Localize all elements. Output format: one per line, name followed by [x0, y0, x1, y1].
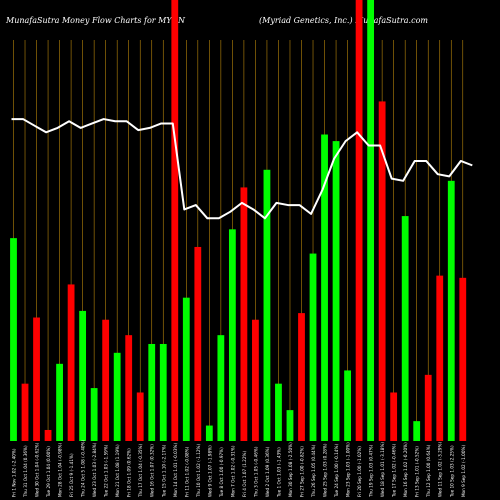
money-flow-bar	[424, 374, 432, 441]
money-flow-bar	[378, 101, 386, 442]
price-line-layer	[11, 118, 473, 220]
money-flow-bar	[67, 284, 75, 441]
x-tick-label: Wed 23 Oct 1.03 (-2.84%)	[92, 442, 97, 497]
x-tick-label: Wed 11 Sep 1.02 (-3.29%)	[438, 442, 443, 497]
x-tick-label: Tue 10 Sep 1.03 (2.25%)	[449, 445, 454, 498]
money-flow-bar	[459, 277, 467, 441]
x-tick-label: Fri 18 Oct 1.09 (0.62%)	[127, 448, 132, 497]
x-tick-label: Thu 10 Oct 1.02 (-1.12%)	[196, 443, 201, 498]
money-flow-bar	[263, 169, 271, 441]
x-tick-label: Mon 23 Sep 1.03 (-1.00%)	[346, 442, 351, 497]
x-tick-label: Wed 30 Oct 1.04 (-0.62%)	[35, 442, 40, 497]
money-flow-bar	[33, 317, 40, 441]
x-tick-label: Wed 16 Oct 1.07 (0.32%)	[150, 444, 155, 497]
x-tick-label: Fri 13 Sep 1.01 (-0.52%)	[415, 446, 420, 497]
money-flow-bar	[355, 0, 363, 441]
x-tick-label: Fri 25 Oct 9 (-1.41%)	[69, 453, 74, 497]
money-flow-bar	[321, 134, 328, 441]
money-flow-bar	[79, 310, 87, 441]
money-flow-bar	[332, 141, 340, 441]
money-flow-bar	[252, 319, 259, 441]
x-tick-label: Fri 1 Nov 1.02 (-2.40%)	[12, 448, 17, 497]
x-tick-label: Tue 29 Oct 1.04 (0.00%)	[46, 446, 51, 498]
money-flow-bar	[102, 319, 110, 441]
x-tick-label: Thu 12 Sep 1.00 (0.64%)	[426, 444, 431, 498]
money-flow-bar	[240, 187, 248, 441]
x-tick-label: Thu 31 Oct 1.04 (0.36%)	[23, 445, 28, 498]
money-flow-bar	[171, 0, 179, 441]
money-flow-bar	[344, 370, 351, 441]
x-tick-label: Fri 4 Oct 1.07 (1.22%)	[242, 451, 247, 497]
money-flow-bar	[275, 383, 282, 441]
money-flow-bar	[113, 352, 121, 441]
money-flow-bar	[125, 335, 133, 441]
x-tick-label: Thu 26 Sep 1.05 (0.44%)	[311, 444, 316, 498]
x-tick-label: Thu 3 Oct 1.05 (-0.46%)	[253, 446, 258, 498]
money-flow-bar	[159, 343, 167, 441]
x-tick-label: Tue 1 Oct 1.03 (-1.43%)	[276, 447, 281, 498]
x-tick-label: Wed 9 Oct 1.07 (-1.98%)	[207, 445, 212, 497]
x-tick-label: Mon 9 Sep 1.02 (-1.00%)	[461, 445, 466, 497]
x-tick-label: Tue 24 Sep 1.00 (-0.14%)	[334, 444, 339, 498]
money-flow-bar	[205, 425, 213, 441]
x-tick-label: Fri 20 Sep 1.00 (-1.02%)	[357, 446, 362, 497]
x-tick-label: Thu 24 Oct 5 1.08 (-0.40%)	[81, 439, 86, 498]
chart-title: MunafaSutra Money Flow Charts for MYGN	[6, 16, 185, 25]
money-flow-bar	[286, 410, 294, 441]
money-flow-bar	[228, 229, 236, 441]
money-flow-bar	[44, 429, 52, 441]
x-tick-label: Wed 18 Sep 1.01 (-3.18%)	[380, 442, 385, 497]
x-tick-label: Tue 22 Oct 1.03 (-1.59%)	[104, 444, 109, 498]
x-tick-label: Mon 14 Oct 1.01 (-0.03%)	[173, 443, 178, 497]
x-tick-label: Thu 17 Oct 1.04 (-0.35%)	[138, 443, 143, 498]
x-tick-label: Mon 16 Sep 1.02 (-0.20%)	[403, 442, 408, 497]
money-flow-bars	[10, 0, 467, 442]
money-flow-bar	[413, 421, 421, 441]
money-flow-bar	[136, 392, 144, 441]
price-line	[11, 118, 473, 220]
money-flow-bar	[217, 335, 225, 441]
money-flow-bar	[436, 275, 444, 441]
money-flow-bar	[90, 388, 98, 441]
money-flow-bar	[182, 297, 190, 441]
money-flow-bar	[309, 253, 317, 441]
x-tick-label: Mon 30 Sep 1.08 (-2.50%)	[288, 442, 293, 497]
x-tick-label: Tue 8 Oct 1.00 (-0.97%)	[219, 447, 224, 498]
x-tick-label: Mon 7 Oct 1.02 (-0.31%)	[230, 445, 235, 497]
money-flow-bar	[56, 363, 63, 441]
money-flow-bar	[194, 246, 202, 441]
x-tick-label: Wed 2 Oct 1.09 (0.36%)	[265, 446, 270, 497]
x-axis-labels: Fri 1 Nov 1.02 (-2.40%) Thu 31 Oct 1.04 (…	[12, 439, 466, 498]
money-flow-bar	[401, 216, 409, 441]
money-flow-bar	[298, 313, 305, 441]
x-tick-label: Mon 21 Oct 1.08 (1.19%)	[115, 444, 120, 497]
money-flow-bar	[21, 383, 29, 441]
x-tick-label: Wed 25 Sep 1.03 (0.28%)	[323, 443, 328, 497]
x-tick-label: Mon 28 Oct 1.04 (-0.98%)	[58, 443, 63, 497]
money-flow-bar	[367, 0, 375, 441]
chart-subtitle: (Myriad Genetics, Inc.) MunafaSutra.com	[259, 16, 428, 25]
x-tick-label: Tue 17 Sep 1.02 (-0.46%)	[392, 444, 397, 498]
money-flow-bar	[10, 238, 17, 441]
x-tick-label: Thu 19 Sep 1.03 (0.47%)	[369, 444, 374, 498]
x-tick-label: Tue 15 Oct 1.10 (-2.17%)	[161, 444, 166, 498]
x-tick-label: Fri 11 Oct 1.02 (-0.08%)	[184, 446, 189, 497]
money-flow-bar	[148, 343, 156, 441]
money-flow-bar	[390, 392, 398, 441]
money-flow-bar	[447, 180, 455, 441]
x-tick-label: Fri 27 Sep 1.00 (-0.82%)	[300, 446, 305, 497]
